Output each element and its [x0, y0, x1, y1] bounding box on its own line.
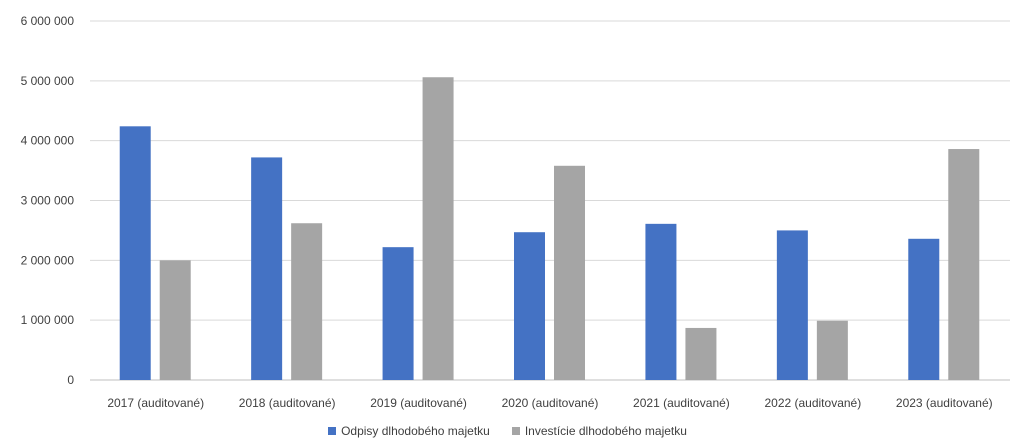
bar-odpisy [908, 238, 940, 380]
x-tick-label: 2023 (auditované) [896, 396, 993, 410]
y-axis: 0 1 000 000 2 000 000 3 000 000 4 000 000 5 0… [21, 14, 75, 387]
bar-investicie [685, 327, 717, 380]
legend-swatch-odpisy [328, 427, 337, 435]
bar-odpisy [776, 230, 808, 380]
y-tick-label: 1 000 000 [21, 313, 75, 327]
x-tick-label: 2017 (auditované) [107, 396, 204, 410]
bar-investicie [816, 320, 848, 380]
x-tick-label: 2022 (auditované) [764, 396, 861, 410]
legend-item-odpisy: Odpisy dlhodobého majetku [328, 424, 490, 438]
x-tick-label: 2021 (auditované) [633, 396, 730, 410]
bar-odpisy [382, 247, 414, 380]
y-tick-label: 6 000 000 [21, 14, 75, 28]
y-tick-label: 2 000 000 [21, 253, 75, 267]
y-tick-label: 3 000 000 [21, 194, 75, 208]
legend-label-investicie: Investície dlhodobého majetku [524, 424, 687, 438]
x-tick-label: 2020 (auditované) [502, 396, 599, 410]
bar-odpisy [645, 223, 677, 380]
x-tick-label: 2019 (auditované) [370, 396, 467, 410]
y-tick-label: 0 [67, 373, 74, 387]
legend-swatch-investicie [511, 427, 520, 435]
x-axis: 2017 (auditované) 2018 (auditované) 2019 (… [107, 396, 992, 410]
legend-item-investicie: Investície dlhodobého majetku [511, 424, 687, 438]
bar-investicie [422, 77, 454, 380]
bar-odpisy [251, 157, 283, 380]
legend-label-odpisy: Odpisy dlhodobého majetku [341, 424, 490, 438]
legend: Odpisy dlhodobého majetku Investície dlh… [0, 424, 1015, 438]
x-tick-label: 2018 (auditované) [239, 396, 336, 410]
bar-odpisy [514, 232, 545, 380]
bar-odpisy [119, 126, 151, 380]
bars [119, 77, 980, 380]
bar-investicie [554, 165, 585, 380]
gridlines [90, 20, 1010, 381]
bar-investicie [948, 149, 980, 380]
y-tick-label: 5 000 000 [21, 74, 75, 88]
y-tick-label: 4 000 000 [21, 134, 75, 148]
bar-investicie [291, 223, 323, 380]
bar-investicie [159, 260, 191, 380]
